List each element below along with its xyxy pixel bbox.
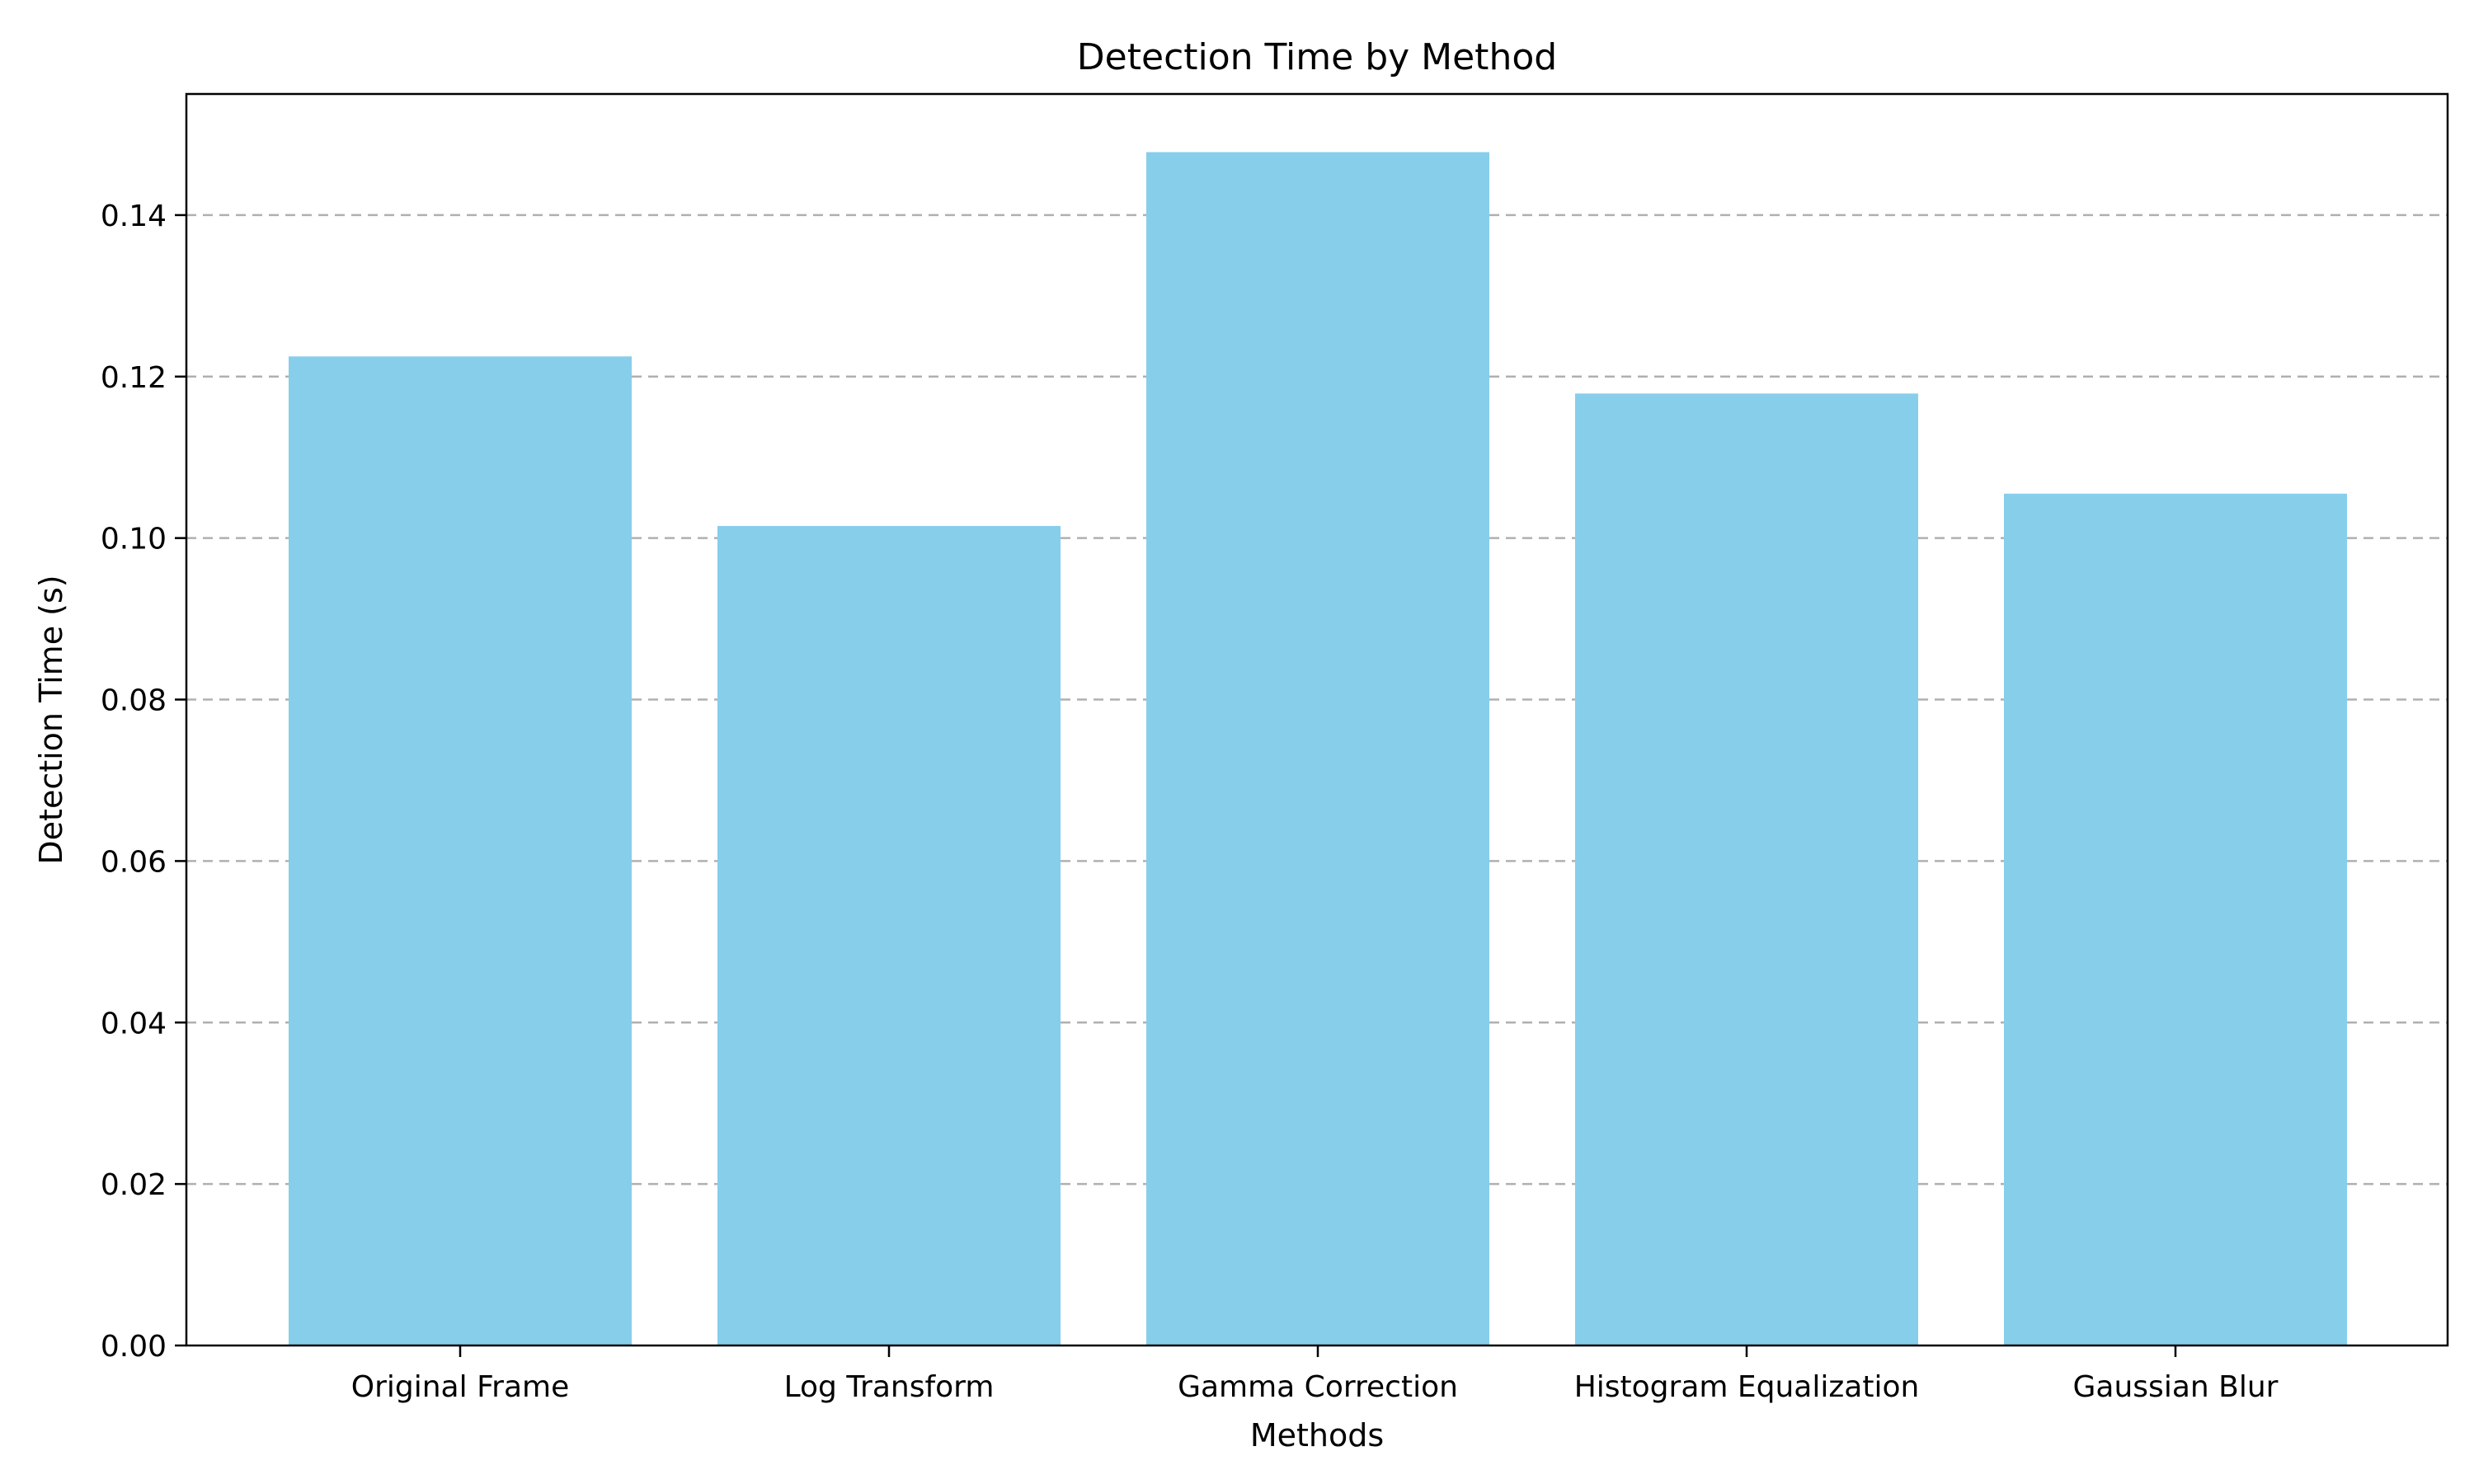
x-axis: Original Frame Log Transform Gamma Correct… [351, 1345, 2279, 1404]
y-tick-label: 0.02 [101, 1168, 167, 1202]
x-tick-label: Original Frame [351, 1370, 569, 1404]
chart-title: Detection Time by Method [1077, 36, 1557, 78]
x-tick-label: Log Transform [784, 1370, 995, 1404]
x-tick-label: Gamma Correction [1178, 1370, 1458, 1404]
y-tick-label: 0.04 [101, 1007, 167, 1040]
bars-layer [289, 152, 2347, 1346]
y-tick-label: 0.10 [101, 523, 167, 556]
bar [1575, 393, 1918, 1346]
bar [717, 525, 1061, 1345]
y-axis-label: Detection Time (s) [33, 575, 69, 864]
y-tick-label: 0.12 [101, 361, 167, 395]
bar [2004, 493, 2347, 1345]
bar [1146, 152, 1489, 1345]
y-tick-label: 0.14 [101, 200, 167, 233]
x-tick-label: Histogram Equalization [1574, 1370, 1920, 1404]
y-axis: 0.00 0.02 0.04 0.06 0.08 0.10 0.12 0.14 [101, 200, 186, 1364]
y-tick-label: 0.06 [101, 845, 167, 879]
x-tick-label: Gaussian Blur [2073, 1370, 2279, 1404]
bar [289, 356, 632, 1346]
y-tick-label: 0.00 [101, 1330, 167, 1364]
x-axis-label: Methods [1250, 1417, 1384, 1453]
y-tick-label: 0.08 [101, 684, 167, 718]
